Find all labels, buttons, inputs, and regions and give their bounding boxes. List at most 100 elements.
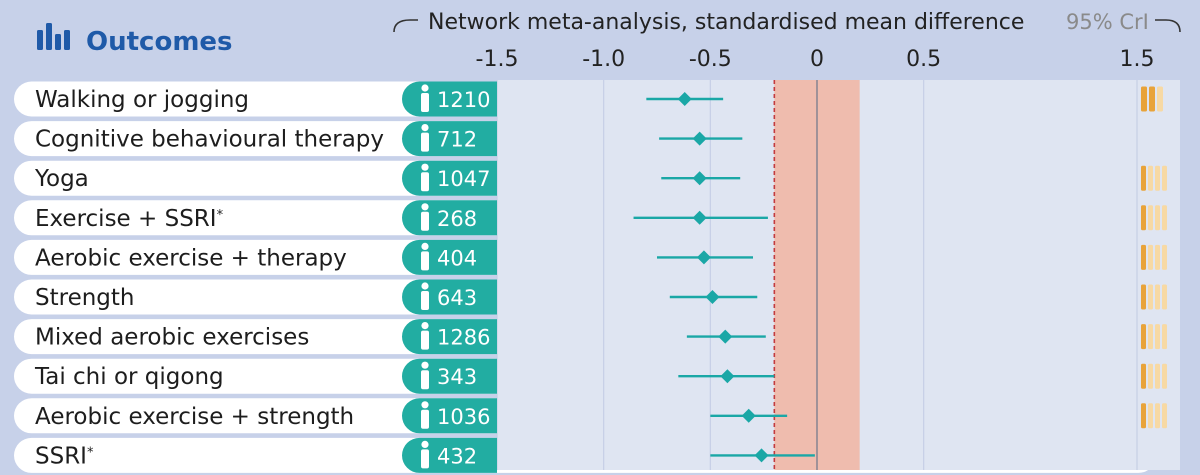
- certainty-bar: [1148, 205, 1153, 231]
- row-plot-band: [497, 239, 1180, 276]
- certainty-bar: [1155, 284, 1160, 310]
- person-icon: [421, 124, 429, 152]
- certainty-bar: [1155, 363, 1160, 389]
- certainty-bar: [1155, 403, 1160, 429]
- rows: Walking or jogging 1210 Cognitive behaviou…: [14, 80, 1180, 473]
- row-plot-band: [497, 199, 1180, 236]
- row-label: Tai chi or qigong: [34, 364, 224, 390]
- certainty-bar: [1141, 165, 1146, 191]
- x-tick-label: 1.5: [1120, 47, 1155, 72]
- table-row: Walking or jogging 1210: [35, 81, 1163, 117]
- row-label: Aerobic exercise + therapy: [35, 245, 347, 271]
- certainty-indicator: [1141, 403, 1167, 429]
- certainty-bar: [1148, 403, 1153, 429]
- person-icon: [421, 361, 429, 390]
- table-row: Aerobic exercise + therapy 404: [35, 239, 1180, 276]
- certainty-bar: [1141, 244, 1146, 270]
- row-plot-band: [497, 358, 1180, 395]
- sample-size-value: 1286: [437, 326, 490, 350]
- row-plot-band: [497, 318, 1180, 355]
- person-icon: [421, 440, 429, 469]
- sample-size-value: 268: [437, 207, 477, 231]
- certainty-bar: [1141, 324, 1146, 350]
- title-block: Outcomes: [37, 23, 233, 57]
- certainty-bar: [1148, 165, 1153, 191]
- certainty-bar: [1155, 165, 1160, 191]
- table-row: Tai chi or qigong 343: [34, 358, 1180, 395]
- axis-title: Network meta-analysis, standardised mean…: [428, 10, 1024, 35]
- certainty-indicator: [1141, 165, 1167, 191]
- certainty-indicator: [1141, 363, 1167, 389]
- row-label: Cognitive behavioural therapy: [35, 127, 384, 153]
- x-tick-label: 0.5: [906, 47, 941, 72]
- certainty-bar: [1141, 86, 1147, 112]
- sample-size-value: 343: [437, 365, 477, 389]
- table-row: SSRI* 432: [35, 437, 815, 473]
- certainty-bar: [1141, 205, 1146, 231]
- x-axis-ticks: -1.5 -1.0 -0.5 0 0.5 1.5: [476, 47, 1155, 72]
- point-estimate: [696, 250, 711, 265]
- point-estimate: [705, 290, 720, 304]
- certainty-bar: [1155, 324, 1160, 350]
- certainty-bar: [1162, 363, 1167, 389]
- x-tick-label: 0: [810, 47, 824, 72]
- sample-size-value: 712: [437, 128, 477, 152]
- x-tick-label: -0.5: [689, 47, 732, 72]
- row-label: Mixed aerobic exercises: [35, 325, 309, 351]
- person-icon: [421, 242, 429, 271]
- point-estimate: [692, 131, 707, 146]
- person-icon: [421, 401, 429, 429]
- certainty-indicator: [1141, 324, 1167, 350]
- certainty-bar: [1155, 244, 1160, 270]
- point-estimate: [754, 448, 769, 463]
- sample-size-value: 643: [437, 286, 477, 310]
- person-icon: [421, 322, 429, 350]
- plot-area-overlay: [496, 80, 1180, 470]
- point-estimate: [718, 329, 733, 344]
- axis-title-bracket-right: [1155, 19, 1181, 33]
- certainty-bar: [1162, 403, 1167, 429]
- certainty-bar: [1162, 324, 1167, 350]
- row-plot-band: [497, 160, 1180, 197]
- section-title: Outcomes: [86, 27, 233, 57]
- certainty-bar: [1148, 284, 1153, 310]
- table-row: Yoga 1047: [34, 160, 1180, 197]
- table-row: Exercise + SSRI* 268: [35, 199, 1180, 236]
- certainty-bar: [1162, 244, 1167, 270]
- sample-size-value: 432: [437, 444, 477, 468]
- point-estimate: [677, 92, 692, 106]
- bar-chart-icon: [37, 23, 70, 50]
- row-label: Aerobic exercise + strength: [35, 404, 354, 430]
- certainty-bar: [1148, 324, 1153, 350]
- certainty-bar: [1162, 205, 1167, 231]
- row-plot-band: [497, 120, 1180, 157]
- certainty-indicator: [1141, 205, 1167, 231]
- point-estimate: [692, 171, 707, 186]
- person-icon: [421, 84, 429, 112]
- certainty-indicator: [1141, 244, 1167, 270]
- row-label: SSRI*: [35, 443, 94, 469]
- certainty-bar: [1148, 363, 1153, 389]
- certainty-indicator: [1141, 86, 1163, 112]
- sample-size-value: 1047: [437, 167, 490, 191]
- row-label: Walking or jogging: [35, 87, 249, 113]
- point-estimate: [741, 408, 756, 423]
- row-plot-band: [497, 397, 1180, 434]
- row-label: Yoga: [34, 166, 89, 192]
- person-icon: [421, 163, 429, 192]
- certainty-bar: [1141, 363, 1146, 389]
- certainty-bar: [1157, 86, 1163, 112]
- row-plot-band: [497, 279, 1180, 316]
- axis-title-bracket-left: [393, 19, 418, 33]
- table-row: Mixed aerobic exercises 1286: [35, 318, 1180, 355]
- sample-size-value: 404: [437, 246, 477, 270]
- row-label-footnote: *: [217, 207, 224, 222]
- certainty-bar: [1162, 284, 1167, 310]
- sample-size-value: 1036: [437, 405, 490, 429]
- interval-label: 95% CrI: [1066, 10, 1149, 34]
- row-label: Strength: [35, 285, 135, 311]
- sample-size-value: 1210: [437, 88, 490, 112]
- person-icon: [421, 282, 429, 310]
- certainty-bar: [1162, 165, 1167, 191]
